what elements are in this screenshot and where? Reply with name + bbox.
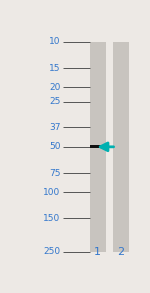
Text: 25: 25 (49, 97, 61, 106)
Text: 50: 50 (49, 142, 61, 151)
Text: 15: 15 (49, 64, 61, 73)
Text: 75: 75 (49, 169, 61, 178)
Text: 10: 10 (49, 38, 61, 46)
Text: 20: 20 (49, 83, 61, 92)
Text: 2: 2 (117, 247, 125, 257)
Bar (90, 145, 106, 148)
Bar (113, 42, 129, 252)
Text: 150: 150 (43, 214, 61, 223)
Bar (90, 42, 106, 252)
Text: 1: 1 (94, 247, 101, 257)
Text: 37: 37 (49, 123, 61, 132)
Text: 250: 250 (44, 247, 61, 256)
Text: 100: 100 (43, 188, 61, 197)
